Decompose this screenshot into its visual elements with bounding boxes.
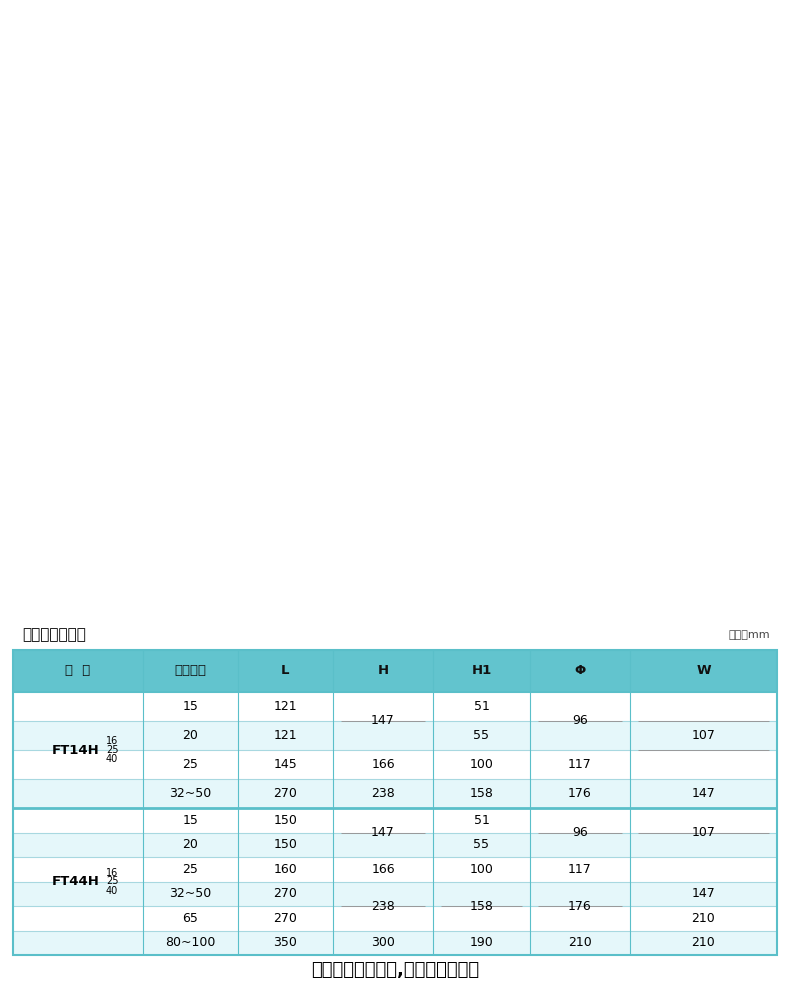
Text: 20: 20 [182,729,198,742]
Bar [13,931,777,955]
Text: 三、技术参数表: 三、技术参数表 [22,628,86,643]
Text: Φ: Φ [574,664,585,678]
Text: 147: 147 [691,888,716,900]
Text: 65: 65 [182,912,198,925]
Text: 300: 300 [371,936,395,950]
Text: 147: 147 [691,787,716,800]
Text: 160: 160 [273,863,297,876]
Text: 100: 100 [469,863,494,876]
Bar [13,808,777,832]
Text: 80~100: 80~100 [165,936,216,950]
Text: 40: 40 [106,886,118,895]
Text: 270: 270 [273,787,298,800]
Text: 190: 190 [469,936,494,950]
Text: 147: 147 [371,714,395,727]
Text: 25: 25 [106,877,118,887]
Text: 96: 96 [572,826,588,839]
Text: 40: 40 [106,754,118,764]
Text: 210: 210 [691,936,716,950]
Text: 外形尺寸仅供参考,具体请咨询客服: 外形尺寸仅供参考,具体请咨询客服 [311,961,479,979]
Text: 117: 117 [568,863,592,876]
Text: 25: 25 [182,863,198,876]
Text: 210: 210 [691,912,716,925]
Bar [13,832,777,857]
Bar [13,750,777,779]
Text: 121: 121 [273,700,297,713]
Text: 145: 145 [273,758,297,771]
Text: 15: 15 [182,814,198,827]
Text: 15: 15 [182,700,198,713]
Text: 150: 150 [273,814,298,827]
Text: 32~50: 32~50 [169,888,212,900]
Text: 51: 51 [473,814,490,827]
Bar [13,692,777,721]
Text: 150: 150 [273,838,298,851]
Bar [13,779,777,808]
Text: 166: 166 [371,758,395,771]
Text: 单位：mm: 单位：mm [728,630,770,640]
Text: 270: 270 [273,888,298,900]
Text: 117: 117 [568,758,592,771]
Bar [13,650,777,955]
Text: 158: 158 [469,899,494,912]
Text: 166: 166 [371,863,395,876]
Text: FT14H: FT14H [52,744,100,757]
Text: 238: 238 [371,787,395,800]
Text: 公称通径: 公称通径 [175,664,206,678]
Text: 147: 147 [371,826,395,839]
Text: 121: 121 [273,729,297,742]
Text: 51: 51 [473,700,490,713]
Bar [13,906,777,931]
Text: 210: 210 [568,936,592,950]
Text: 96: 96 [572,714,588,727]
Text: 55: 55 [473,838,490,851]
Text: 型  号: 型 号 [66,664,91,678]
Text: 107: 107 [691,826,716,839]
Text: 350: 350 [273,936,298,950]
Text: 25: 25 [106,745,118,755]
Text: L: L [281,664,290,678]
Text: 16: 16 [106,868,118,878]
Text: 176: 176 [568,787,592,800]
Text: 238: 238 [371,899,395,912]
Bar [0,0,790,650]
Text: 55: 55 [473,729,490,742]
Text: 158: 158 [469,787,494,800]
Text: 100: 100 [469,758,494,771]
Text: W: W [696,664,711,678]
Text: 16: 16 [106,736,118,746]
Text: 20: 20 [182,838,198,851]
Text: 107: 107 [691,729,716,742]
Text: 176: 176 [568,899,592,912]
Bar [13,882,777,906]
Text: 25: 25 [182,758,198,771]
Text: H1: H1 [472,664,491,678]
Text: 270: 270 [273,912,298,925]
Text: 32~50: 32~50 [169,787,212,800]
Bar [13,857,777,882]
Text: H: H [378,664,389,678]
Bar [13,650,777,692]
Text: FT44H: FT44H [52,875,100,888]
Bar [13,721,777,750]
